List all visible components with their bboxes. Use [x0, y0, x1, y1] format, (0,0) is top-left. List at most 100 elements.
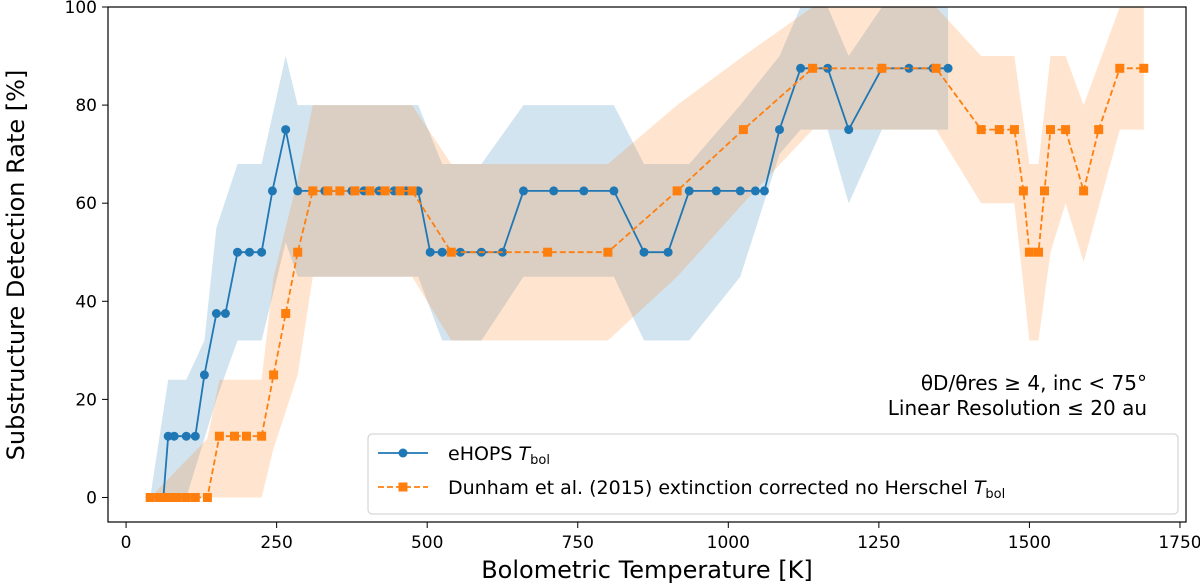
point-ehops	[639, 247, 649, 257]
point-dunham	[202, 493, 212, 502]
y-tick-label: 60	[75, 194, 97, 214]
point-dunham	[1034, 247, 1043, 257]
point-dunham	[1018, 186, 1028, 196]
legend: eHOPS Tbol Dunham et al. (2015) extincti…	[367, 433, 1179, 515]
x-tick-label: 750	[562, 533, 594, 553]
x-tick-label: 1000	[707, 533, 750, 553]
legend-label-dunham: Dunham et al. (2015) extinction correcte…	[448, 477, 1005, 502]
point-dunham	[145, 493, 155, 502]
point-ehops	[267, 186, 277, 196]
point-ehops	[844, 125, 854, 135]
point-ehops	[169, 431, 179, 441]
point-dunham	[1139, 63, 1149, 73]
point-dunham	[214, 431, 224, 441]
plot-frame	[107, 6, 1187, 523]
point-dunham	[181, 493, 191, 502]
point-ehops	[190, 431, 200, 441]
x-tick-label: 1250	[857, 533, 900, 553]
point-ehops	[735, 186, 745, 196]
point-dunham	[877, 63, 887, 73]
point-dunham	[350, 186, 360, 196]
x-tick-label: 500	[411, 533, 443, 553]
point-dunham	[543, 247, 553, 257]
legend-marker-dunham	[398, 482, 408, 492]
x-axis-ticks: 0 250 500 750 1000 1250 1500 1750	[121, 522, 1200, 553]
point-dunham	[672, 186, 682, 196]
point-ehops	[257, 247, 267, 257]
y-tick-label: 80	[75, 96, 97, 116]
point-ehops	[199, 370, 209, 380]
point-dunham	[230, 431, 239, 441]
point-dunham	[335, 186, 345, 196]
point-dunham	[1040, 186, 1049, 196]
point-dunham	[603, 247, 613, 257]
point-ehops	[425, 247, 435, 257]
y-tick-label: 0	[86, 488, 97, 508]
point-dunham	[365, 186, 375, 196]
point-dunham	[994, 125, 1004, 135]
point-dunham	[1009, 125, 1019, 135]
y-tick-label: 100	[65, 0, 97, 18]
point-dunham	[293, 247, 303, 257]
point-ehops	[211, 309, 221, 318]
point-ehops	[579, 186, 589, 196]
point-ehops	[609, 186, 619, 196]
legend-box	[367, 433, 1179, 515]
point-ehops	[245, 247, 254, 257]
point-ehops	[796, 63, 806, 73]
point-ehops	[281, 125, 291, 135]
point-ehops	[455, 247, 465, 257]
annotation-angle-inclination: θD/θres ≥ 4, inc < 75°	[921, 371, 1147, 395]
point-ehops	[663, 247, 673, 257]
point-dunham	[154, 493, 164, 502]
point-dunham	[1046, 125, 1055, 135]
point-dunham	[931, 63, 941, 73]
point-ehops	[233, 247, 242, 257]
point-ehops	[684, 186, 694, 196]
point-dunham	[257, 431, 267, 441]
point-ehops	[775, 125, 784, 135]
point-ehops	[549, 186, 559, 196]
point-dunham	[160, 493, 170, 502]
point-dunham	[395, 186, 405, 196]
annotation-linear-resolution: Linear Resolution ≤ 20 au	[888, 396, 1147, 420]
point-ehops	[293, 186, 303, 196]
point-ehops	[181, 431, 191, 441]
y-tick-label: 40	[75, 292, 97, 312]
point-dunham	[242, 431, 251, 441]
point-ehops	[519, 186, 528, 196]
x-tick-label: 1500	[1008, 533, 1051, 553]
x-tick-label: 1750	[1158, 533, 1200, 553]
point-dunham	[1115, 63, 1125, 73]
legend-marker-ehops	[398, 448, 408, 458]
x-tick-label: 0	[121, 533, 132, 553]
point-ehops	[711, 186, 721, 196]
point-dunham	[323, 186, 333, 196]
point-dunham	[172, 493, 182, 502]
point-dunham	[1024, 247, 1034, 257]
point-dunham	[308, 186, 318, 196]
point-ehops	[750, 186, 760, 196]
point-dunham	[281, 309, 291, 318]
point-dunham	[976, 125, 986, 135]
point-dunham	[738, 125, 748, 135]
data-series	[145, 63, 1149, 502]
point-dunham	[407, 186, 417, 196]
y-axis-ticks: 0 20 40 60 80 100	[65, 0, 108, 508]
point-dunham	[1094, 125, 1104, 135]
point-ehops	[943, 63, 953, 73]
point-ehops	[759, 186, 769, 196]
point-dunham	[1079, 186, 1089, 196]
point-dunham	[380, 186, 390, 196]
point-dunham	[166, 493, 176, 502]
y-tick-label: 20	[75, 390, 97, 410]
y-axis-label: Substructure Detection Rate [%]	[2, 70, 30, 461]
x-axis-label: Bolometric Temperature [K]	[481, 556, 813, 584]
point-ehops	[437, 247, 447, 257]
legend-label-ehops: eHOPS Tbol	[448, 443, 550, 468]
point-dunham	[1061, 125, 1071, 135]
point-dunham	[269, 370, 279, 380]
point-dunham	[190, 493, 200, 502]
point-dunham	[446, 247, 456, 257]
